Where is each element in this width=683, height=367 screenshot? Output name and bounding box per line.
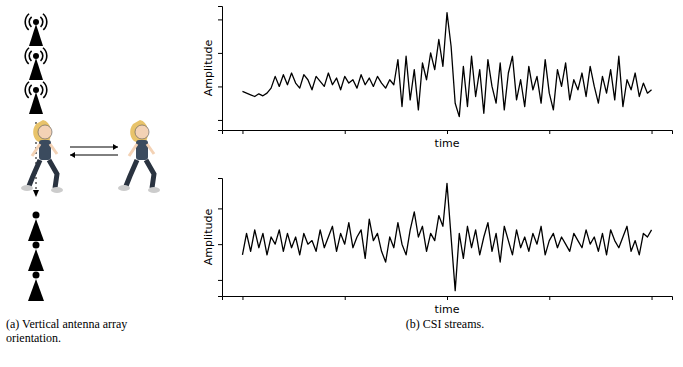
tick bbox=[242, 296, 243, 300]
tick-mark bbox=[549, 296, 550, 300]
chart: time Amplitude bbox=[202, 7, 673, 151]
tick bbox=[218, 120, 222, 121]
x-axis bbox=[223, 130, 673, 134]
tick bbox=[218, 208, 222, 209]
tick-mark bbox=[218, 280, 222, 281]
person bbox=[21, 120, 63, 193]
arrow-head bbox=[70, 152, 75, 158]
tick-mark bbox=[218, 244, 222, 245]
plot-area bbox=[242, 183, 651, 290]
axis-line bbox=[223, 131, 673, 135]
plot-area bbox=[242, 13, 651, 117]
line bbox=[242, 183, 651, 290]
y-axis bbox=[218, 179, 223, 297]
figure: (a) Vertical antenna arrayorientation. (b… bbox=[0, 0, 683, 367]
tick-mark bbox=[242, 296, 243, 300]
tick-mark bbox=[218, 86, 222, 87]
tick-mark bbox=[652, 296, 653, 300]
axis-line bbox=[218, 179, 223, 297]
tick bbox=[242, 130, 243, 134]
caption: (a) Vertical antenna arrayorientation. bbox=[6, 317, 127, 345]
y-axis bbox=[218, 7, 223, 131]
tick bbox=[218, 244, 222, 245]
tick-mark bbox=[652, 130, 653, 134]
x-axis-title: time bbox=[435, 137, 460, 150]
x-axis bbox=[223, 296, 673, 300]
axis-line bbox=[218, 7, 223, 131]
move-arrow bbox=[70, 147, 118, 148]
y-axis-title: Amplitude bbox=[202, 209, 215, 266]
person bbox=[118, 120, 160, 193]
chart: time Amplitude bbox=[202, 179, 673, 317]
tick bbox=[345, 296, 346, 300]
tick bbox=[652, 130, 653, 134]
axis-line bbox=[223, 297, 673, 301]
tx-antenna bbox=[24, 13, 47, 46]
tick-mark bbox=[218, 208, 222, 209]
tick-mark bbox=[345, 296, 346, 300]
tick bbox=[447, 296, 448, 300]
tick-mark bbox=[218, 53, 222, 54]
tick bbox=[218, 86, 222, 87]
tick bbox=[218, 53, 222, 54]
tick bbox=[218, 280, 222, 281]
tick-mark bbox=[447, 296, 448, 300]
tick-mark bbox=[447, 130, 448, 134]
tick bbox=[652, 296, 653, 300]
y-axis-title: Amplitude bbox=[202, 40, 215, 97]
rx-antenna bbox=[28, 272, 44, 302]
tick-mark bbox=[549, 130, 550, 134]
tick-mark bbox=[242, 130, 243, 134]
arrow-head bbox=[33, 190, 39, 197]
caption: (b) CSI streams. bbox=[406, 317, 484, 331]
illustration bbox=[21, 13, 160, 301]
tick bbox=[549, 130, 550, 134]
x-axis-title: time bbox=[435, 303, 460, 316]
tx-antenna bbox=[24, 47, 47, 80]
tick-mark bbox=[345, 130, 346, 134]
tick bbox=[549, 296, 550, 300]
tick bbox=[447, 130, 448, 134]
rx-antenna bbox=[28, 242, 44, 272]
line bbox=[242, 13, 651, 117]
move-arrow bbox=[70, 155, 118, 156]
rx-antenna bbox=[28, 212, 44, 242]
arrow-head bbox=[113, 144, 118, 150]
tick-mark bbox=[218, 19, 222, 20]
tick bbox=[218, 19, 222, 20]
tick-mark bbox=[218, 120, 222, 121]
tx-antenna bbox=[24, 81, 47, 114]
tick bbox=[345, 130, 346, 134]
